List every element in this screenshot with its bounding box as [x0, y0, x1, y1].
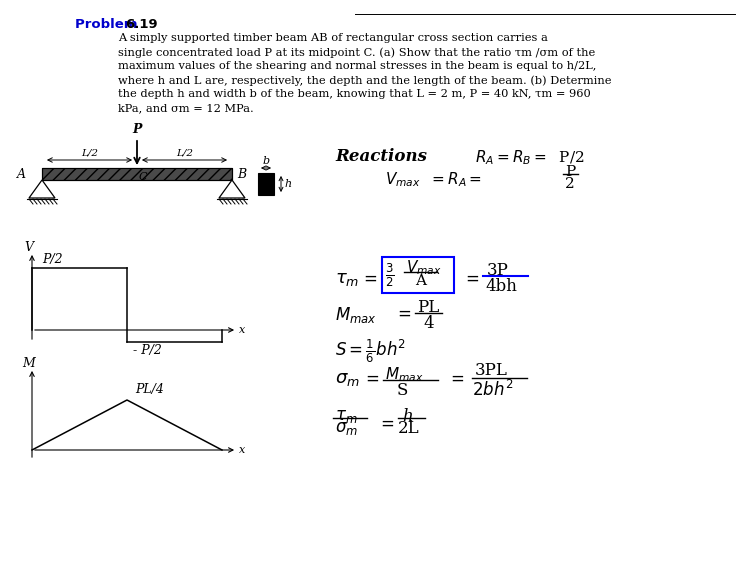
Text: =: =: [397, 305, 411, 323]
Text: single concentrated load P at its midpoint C. (a) Show that the ratio τm /σm of : single concentrated load P at its midpoi…: [118, 47, 596, 57]
Text: =: =: [465, 270, 479, 288]
Text: L/2: L/2: [176, 149, 193, 158]
Text: b: b: [262, 156, 269, 166]
Text: 2L: 2L: [398, 420, 420, 437]
Text: $V_{max}$: $V_{max}$: [406, 258, 441, 277]
Text: 2: 2: [565, 177, 575, 191]
Polygon shape: [29, 180, 55, 198]
Bar: [258, 173, 274, 195]
Text: $\frac{3}{2}$: $\frac{3}{2}$: [385, 262, 394, 289]
Text: the depth h and width b of the beam, knowing that L = 2 m, P = 40 kN, τm = 960: the depth h and width b of the beam, kno…: [118, 89, 591, 99]
Text: C: C: [139, 172, 147, 182]
Text: $\tau_m$: $\tau_m$: [335, 408, 357, 425]
Text: $S = \frac{1}{6} bh^2$: $S = \frac{1}{6} bh^2$: [335, 338, 406, 365]
Text: V: V: [25, 241, 34, 254]
Text: PL/4: PL/4: [135, 383, 164, 396]
Text: P: P: [132, 123, 141, 136]
Text: A simply supported timber beam AB of rectangular cross section carries a: A simply supported timber beam AB of rec…: [118, 33, 548, 43]
Text: L/2: L/2: [81, 149, 98, 158]
Text: $2bh^2$: $2bh^2$: [472, 380, 514, 400]
Text: where h and L are, respectively, the depth and the length of the beam. (b) Deter: where h and L are, respectively, the dep…: [118, 75, 611, 86]
Text: maximum values of the shearing and normal stresses in the beam is equal to h/2L,: maximum values of the shearing and norma…: [118, 61, 596, 71]
Text: 4bh: 4bh: [485, 278, 517, 295]
Polygon shape: [219, 180, 245, 198]
Text: M: M: [23, 357, 35, 370]
Text: $M_{max}$: $M_{max}$: [385, 365, 423, 384]
Text: kPa, and σm = 12 MPa.: kPa, and σm = 12 MPa.: [118, 103, 253, 113]
Text: Problem: Problem: [75, 18, 142, 31]
Bar: [42, 168, 232, 180]
Text: Reactions: Reactions: [335, 148, 427, 165]
Text: $\tau_m$: $\tau_m$: [335, 270, 359, 288]
Text: S: S: [397, 382, 408, 399]
Text: 3PL: 3PL: [475, 362, 508, 379]
Text: A: A: [17, 168, 26, 180]
Text: 6.19: 6.19: [125, 18, 158, 31]
Text: 4: 4: [423, 315, 434, 332]
Text: $\sigma_m$: $\sigma_m$: [335, 370, 360, 388]
Text: 3P: 3P: [487, 262, 509, 279]
Text: $\sigma_m$: $\sigma_m$: [335, 420, 358, 437]
Text: h: h: [284, 179, 291, 189]
Text: B: B: [237, 168, 246, 180]
Text: PL: PL: [417, 299, 439, 316]
Text: =: =: [450, 370, 464, 388]
Text: $V_{max}$  $= R_A = $: $V_{max}$ $= R_A = $: [385, 170, 482, 188]
Text: - P/2: - P/2: [133, 344, 162, 357]
Text: P: P: [565, 165, 575, 179]
Bar: [382, 257, 454, 293]
Text: $R_A = R_B =$  P/2: $R_A = R_B =$ P/2: [475, 148, 584, 166]
Text: $M_{max}$: $M_{max}$: [335, 305, 377, 325]
Text: x: x: [239, 325, 245, 335]
Bar: [42, 168, 232, 180]
Text: A: A: [415, 274, 426, 288]
Text: P/2: P/2: [42, 253, 62, 266]
Text: x: x: [239, 445, 245, 455]
Text: =: =: [363, 270, 377, 288]
Text: =: =: [380, 415, 394, 433]
Text: =: =: [365, 370, 379, 388]
Text: h: h: [402, 408, 413, 425]
